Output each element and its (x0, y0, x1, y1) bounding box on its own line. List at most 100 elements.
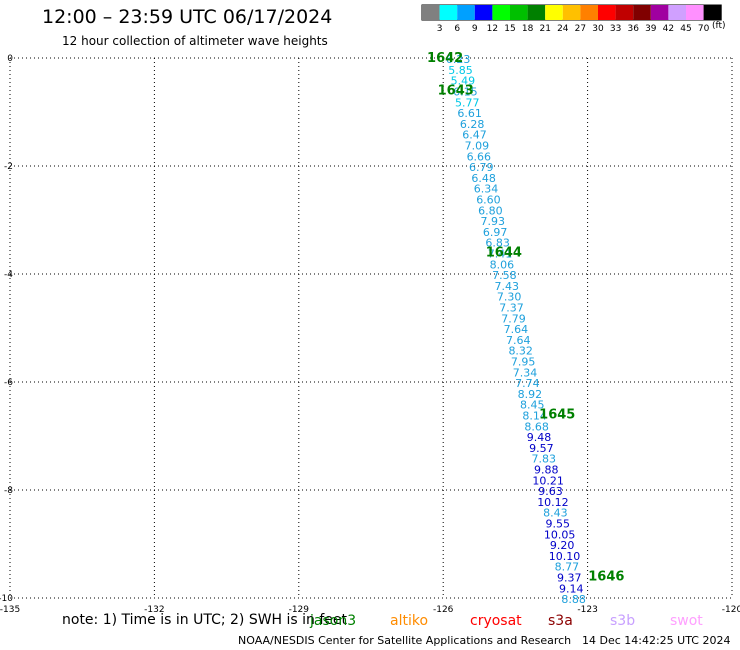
color-scale-label: 12 (487, 24, 498, 34)
color-scale-label: 27 (575, 24, 586, 34)
swh-value-label: 10.21 (532, 474, 564, 487)
swh-value-label: 8.43 (543, 507, 568, 520)
swh-value-label: 9.48 (527, 431, 552, 444)
chart-subtitle: 12 hour collection of altimeter wave hei… (62, 34, 328, 48)
swh-value-label: 9.37 (557, 571, 582, 584)
time-label: 1646 (588, 569, 624, 584)
color-scale-label: 9 (472, 24, 478, 34)
swh-value-label: 7.74 (515, 377, 540, 390)
swh-value-label: 8.68 (524, 420, 549, 433)
mission-altiko: altiko (390, 613, 429, 629)
color-scale-swatch (615, 5, 634, 20)
mission-jason3: jason3 (310, 613, 357, 629)
swh-value-label: 7.58 (492, 269, 517, 282)
swh-value-label: 9.20 (550, 539, 575, 552)
color-scale-swatch (598, 5, 616, 20)
footer-note: note: 1) Time is in UTC; 2) SWH is in fe… (62, 612, 348, 628)
color-scale-label: 3 (437, 24, 443, 34)
x-tick-label: -132 (144, 605, 164, 615)
time-label: 1644 (486, 245, 522, 260)
x-tick-label: -120 (722, 605, 740, 615)
swh-value-label: 6.66 (467, 150, 492, 163)
swh-value-label: 8.06 (490, 258, 515, 271)
swh-value-label: 8.77 (555, 561, 580, 574)
swh-value-label: 9.55 (546, 517, 571, 530)
swh-value-label: 7.43 (494, 280, 519, 293)
color-scale-swatch (650, 5, 669, 20)
swh-value-label: 9.57 (529, 442, 554, 455)
y-tick-label: -10 (0, 594, 13, 604)
swh-value-label: 7.93 (481, 215, 506, 228)
color-scale-label: 24 (557, 24, 569, 34)
swh-value-label: 7.95 (511, 355, 536, 368)
swh-value-label: 10.12 (537, 496, 569, 509)
swh-value-label: 7.37 (499, 301, 524, 314)
x-tick-label: -126 (433, 605, 454, 615)
swh-value-label: 7.41 (488, 247, 513, 260)
y-tick-label: -6 (4, 378, 13, 388)
color-scale-swatch (527, 5, 546, 20)
color-scale-swatch (545, 5, 563, 20)
legend-unit: (ft) (712, 21, 726, 31)
color-scale-label: 15 (504, 24, 515, 34)
swh-value-label: 5.49 (451, 75, 476, 88)
color-scale-swatch (422, 5, 440, 20)
color-scale-label: 30 (592, 24, 604, 34)
swh-value-label: 7.34 (513, 366, 538, 379)
swh-value-label: 8.92 (518, 388, 543, 401)
swh-value-label: 10.05 (544, 528, 576, 541)
color-scale-label: 42 (663, 24, 674, 34)
y-tick-label: 0 (7, 54, 13, 64)
color-scale-swatch (633, 5, 651, 20)
color-scale-label: 18 (522, 24, 534, 34)
mission-cryosat: cryosat (470, 613, 522, 629)
color-scale-label: 39 (645, 24, 657, 34)
y-tick-label: -4 (4, 270, 13, 280)
swh-value-label: 6.83 (485, 237, 510, 250)
swh-value-label: 9.63 (538, 485, 563, 498)
color-scale-label: 33 (610, 24, 621, 34)
y-tick-label: -8 (4, 486, 13, 496)
color-scale-swatch (457, 5, 475, 20)
time-label: 1642 (427, 51, 463, 66)
swh-value-label: 9.88 (534, 463, 559, 476)
color-scale-swatch (703, 5, 722, 20)
color-scale-swatch (510, 5, 528, 20)
swh-value-label: 6.97 (483, 226, 508, 239)
swh-value-label: 8.45 (520, 399, 545, 412)
color-scale-swatch (474, 5, 493, 20)
time-label: 1643 (438, 83, 474, 98)
color-scale-label: 36 (627, 24, 639, 34)
credit-text: NOAA/NESDIS Center for Satellite Applica… (238, 634, 572, 647)
swh-value-label: 6.79 (469, 161, 494, 174)
swh-value-label: 8.32 (508, 345, 533, 358)
swh-value-label: 6.61 (457, 107, 482, 120)
x-tick-label: -129 (289, 605, 310, 615)
x-tick-label: -123 (577, 605, 597, 615)
color-scale-swatch (686, 5, 704, 20)
swh-value-label: 7.83 (532, 453, 557, 466)
x-tick-label: -135 (0, 605, 20, 615)
swh-value-label: 6.80 (478, 204, 503, 217)
color-scale-swatch (668, 5, 686, 20)
color-scale-label: 70 (698, 24, 710, 34)
swh-value-label: 6.48 (471, 172, 496, 185)
y-tick-label: -2 (4, 162, 13, 172)
color-scale-swatch (580, 5, 598, 20)
swh-value-label: 7.79 (501, 312, 526, 325)
swh-value-label: 7.09 (465, 139, 490, 152)
swh-value-label: 8.88 (561, 593, 586, 606)
chart-title: 12:00 – 23:59 UTC 06/17/2024 (42, 6, 333, 28)
swh-value-label: 6.34 (474, 183, 499, 196)
mission-swot: swot (670, 613, 703, 629)
swh-value-label: 6.60 (476, 193, 501, 206)
color-scale-label: 45 (680, 24, 691, 34)
swh-value-label: 6.23 (446, 53, 471, 66)
swh-value-label: 7.30 (497, 291, 522, 304)
swh-value-label: 5.77 (455, 96, 480, 109)
color-scale-swatch (439, 5, 458, 20)
swh-value-label: 6.15 (453, 85, 478, 98)
swh-value-label: 7.64 (506, 334, 531, 347)
mission-s3b: s3b (610, 613, 636, 629)
